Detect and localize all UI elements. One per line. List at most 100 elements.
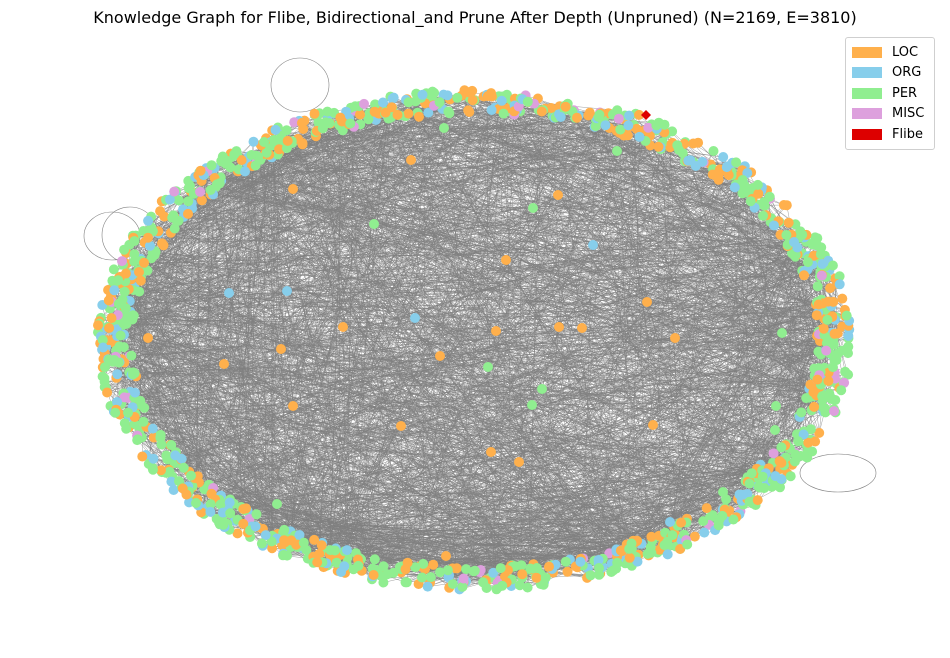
node-per <box>119 418 130 429</box>
node-per <box>812 240 823 251</box>
node-per <box>646 547 657 558</box>
node-per <box>745 196 756 207</box>
node-org <box>260 530 271 541</box>
node-per <box>834 271 845 282</box>
node-per <box>737 188 748 199</box>
node-loc <box>369 106 380 117</box>
node-per <box>498 108 509 119</box>
node-per <box>123 407 133 418</box>
node-misc <box>289 117 300 128</box>
node-per <box>522 96 533 107</box>
node-org <box>339 561 350 572</box>
node-org <box>166 476 177 487</box>
node-loc <box>402 557 413 568</box>
node-per <box>776 442 787 453</box>
node-per <box>218 519 229 530</box>
node-loc <box>441 551 451 561</box>
node-org <box>112 369 123 380</box>
node-org <box>224 288 234 298</box>
node-loc <box>701 503 712 514</box>
node-per <box>382 569 393 580</box>
node-per <box>119 286 130 297</box>
node-org <box>588 240 598 250</box>
node-per <box>775 482 785 493</box>
node-loc <box>288 401 298 411</box>
legend-label-per: PER <box>892 85 918 101</box>
node-per <box>525 563 536 574</box>
node-loc <box>297 117 307 128</box>
node-loc <box>814 427 825 438</box>
node-loc <box>435 351 445 361</box>
node-per <box>129 256 140 267</box>
node-per <box>128 369 138 380</box>
node-per <box>113 298 124 309</box>
node-per <box>777 328 787 338</box>
node-per <box>514 580 525 591</box>
node-org <box>270 124 281 135</box>
node-per <box>593 111 604 122</box>
node-loc <box>486 88 497 99</box>
node-per <box>205 185 216 195</box>
node-loc <box>675 544 686 554</box>
node-per <box>540 572 551 583</box>
node-per <box>737 175 748 185</box>
node-per <box>142 265 153 276</box>
node-per <box>435 567 445 578</box>
node-loc <box>241 503 251 514</box>
node-loc <box>501 255 511 265</box>
node-org <box>282 286 292 296</box>
node-per <box>115 330 126 341</box>
node-loc <box>776 457 787 468</box>
node-loc <box>615 545 626 556</box>
node-org <box>632 556 643 567</box>
node-loc <box>195 165 206 176</box>
node-org <box>770 471 781 482</box>
node-per <box>754 482 765 493</box>
node-loc <box>183 208 193 219</box>
node-per <box>183 196 194 207</box>
legend-item-per: PER <box>852 83 928 104</box>
legend-item-flibe: Flibe <box>852 124 928 145</box>
node-org <box>250 521 261 532</box>
node-per <box>841 310 852 321</box>
node-per <box>214 178 225 189</box>
node-per <box>615 124 626 135</box>
node-per <box>714 514 725 525</box>
node-per <box>114 341 125 352</box>
node-org <box>486 105 497 115</box>
node-per <box>478 577 489 588</box>
node-org <box>742 168 753 178</box>
node-per <box>770 425 780 435</box>
node-org <box>294 530 305 540</box>
node-per <box>215 499 226 510</box>
node-per <box>129 418 140 429</box>
graph-nodes <box>93 85 855 595</box>
node-per <box>497 580 508 591</box>
node-org <box>634 131 645 142</box>
legend: LOC ORG PER MISC Flibe <box>845 37 935 150</box>
node-per <box>281 125 292 136</box>
legend-item-misc: MISC <box>852 104 928 125</box>
node-loc <box>157 238 168 249</box>
node-loc <box>93 320 103 331</box>
node-per <box>612 146 622 156</box>
node-misc <box>821 345 832 356</box>
node-loc <box>659 127 670 138</box>
node-loc <box>238 518 249 529</box>
node-loc <box>279 537 290 548</box>
node-per <box>118 318 129 329</box>
node-loc <box>799 270 809 281</box>
node-org <box>438 89 449 100</box>
node-org <box>112 397 123 407</box>
node-per <box>728 514 739 525</box>
node-loc <box>646 531 657 542</box>
node-loc <box>536 106 547 117</box>
node-loc <box>531 572 542 583</box>
node-per <box>167 212 178 223</box>
node-loc <box>406 155 416 165</box>
node-per <box>126 350 137 361</box>
node-loc <box>355 109 365 120</box>
node-per <box>807 446 818 457</box>
node-per <box>785 471 796 482</box>
node-org <box>721 162 732 173</box>
